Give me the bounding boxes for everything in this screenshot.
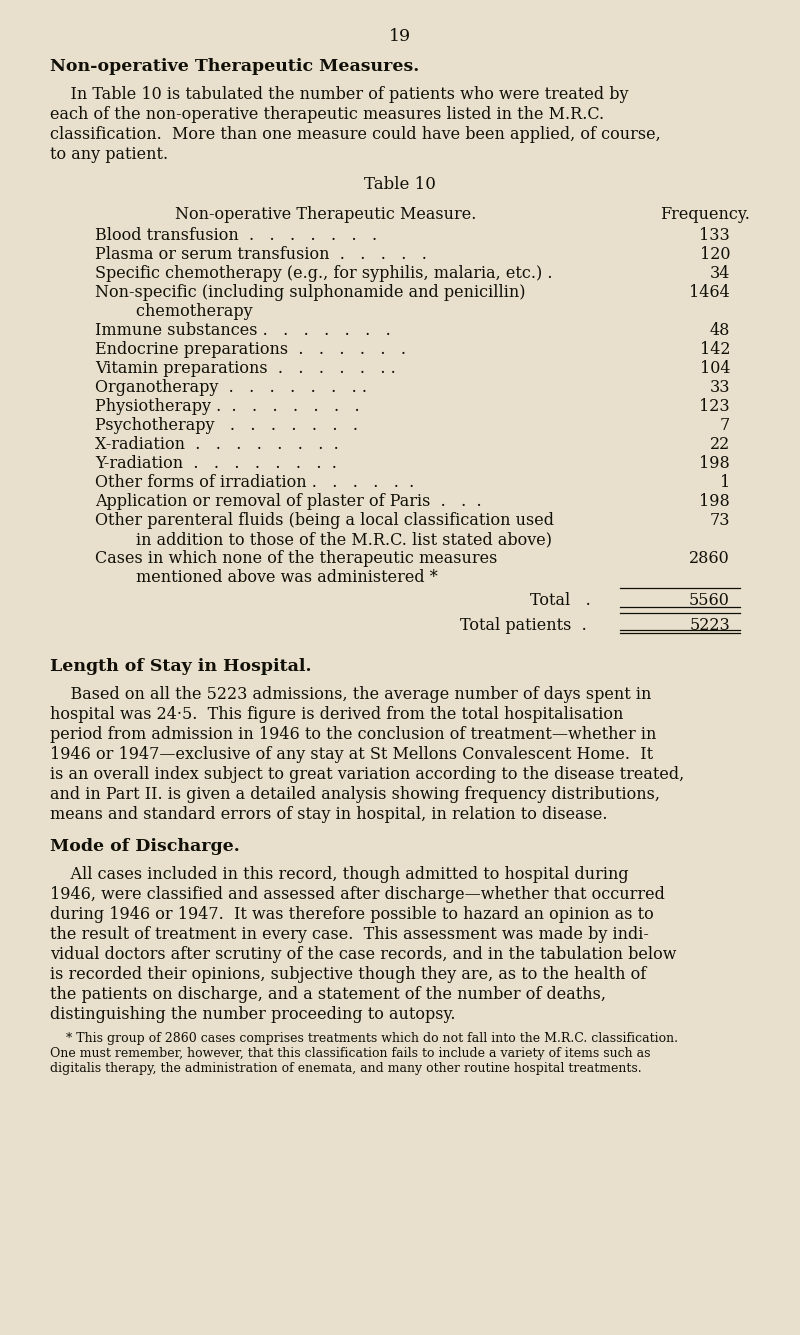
Text: 1464: 1464: [690, 284, 730, 300]
Text: Blood transfusion  .   .   .   .   .   .   .: Blood transfusion . . . . . . .: [95, 227, 377, 244]
Text: classification.  More than one measure could have been applied, of course,: classification. More than one measure co…: [50, 125, 661, 143]
Text: Non-specific (including sulphonamide and penicillin): Non-specific (including sulphonamide and…: [95, 284, 526, 300]
Text: is recorded their opinions, subjective though they are, as to the health of: is recorded their opinions, subjective t…: [50, 967, 646, 983]
Text: during 1946 or 1947.  It was therefore possible to hazard an opinion as to: during 1946 or 1947. It was therefore po…: [50, 906, 654, 922]
Text: 120: 120: [699, 246, 730, 263]
Text: 1946 or 1947—exclusive of any stay at St Mellons Convalescent Home.  It: 1946 or 1947—exclusive of any stay at St…: [50, 746, 653, 764]
Text: chemotherapy: chemotherapy: [95, 303, 253, 320]
Text: 19: 19: [389, 28, 411, 45]
Text: is an overall index subject to great variation according to the disease treated,: is an overall index subject to great var…: [50, 766, 684, 784]
Text: Psychotherapy   .   .   .   .   .   .   .: Psychotherapy . . . . . . .: [95, 417, 358, 434]
Text: 133: 133: [699, 227, 730, 244]
Text: Other parenteral fluids (being a local classification used: Other parenteral fluids (being a local c…: [95, 513, 554, 529]
Text: 1946, were classified and assessed after discharge—whether that occurred: 1946, were classified and assessed after…: [50, 886, 665, 902]
Text: * This group of 2860 cases comprises treatments which do not fall into the M.R.C: * This group of 2860 cases comprises tre…: [50, 1032, 678, 1045]
Text: Plasma or serum transfusion  .   .   .   .   .: Plasma or serum transfusion . . . . .: [95, 246, 427, 263]
Text: the patients on discharge, and a statement of the number of deaths,: the patients on discharge, and a stateme…: [50, 987, 606, 1003]
Text: 7: 7: [720, 417, 730, 434]
Text: In Table 10 is tabulated the number of patients who were treated by: In Table 10 is tabulated the number of p…: [50, 85, 629, 103]
Text: Y-radiation  .   .   .   .   .   .   .  .: Y-radiation . . . . . . . .: [95, 455, 337, 473]
Text: 1: 1: [720, 474, 730, 491]
Text: 198: 198: [699, 455, 730, 473]
Text: Immune substances .   .   .   .   .   .   .: Immune substances . . . . . . .: [95, 322, 390, 339]
Text: 142: 142: [699, 340, 730, 358]
Text: 5560: 5560: [689, 591, 730, 609]
Text: Non-operative Therapeutic Measure.: Non-operative Therapeutic Measure.: [175, 206, 476, 223]
Text: Organotherapy  .   .   .   .   .   .   . .: Organotherapy . . . . . . . .: [95, 379, 367, 396]
Text: Length of Stay in Hospital.: Length of Stay in Hospital.: [50, 658, 311, 676]
Text: 48: 48: [710, 322, 730, 339]
Text: Application or removal of plaster of Paris  .   .  .: Application or removal of plaster of Par…: [95, 493, 482, 510]
Text: the result of treatment in every case.  This assessment was made by indi-: the result of treatment in every case. T…: [50, 926, 649, 943]
Text: Cases in which none of the therapeutic measures: Cases in which none of the therapeutic m…: [95, 550, 498, 567]
Text: means and standard errors of stay in hospital, in relation to disease.: means and standard errors of stay in hos…: [50, 806, 607, 822]
Text: and in Part II. is given a detailed analysis showing frequency distributions,: and in Part II. is given a detailed anal…: [50, 786, 660, 802]
Text: Total patients  .: Total patients .: [460, 617, 586, 634]
Text: period from admission in 1946 to the conclusion of treatment—whether in: period from admission in 1946 to the con…: [50, 726, 656, 744]
Text: hospital was 24·5.  This figure is derived from the total hospitalisation: hospital was 24·5. This figure is derive…: [50, 706, 623, 724]
Text: 34: 34: [710, 266, 730, 282]
Text: All cases included in this record, though admitted to hospital during: All cases included in this record, thoug…: [50, 866, 629, 882]
Text: digitalis therapy, the administration of enemata, and many other routine hospita: digitalis therapy, the administration of…: [50, 1063, 642, 1075]
Text: Total   .: Total .: [530, 591, 590, 609]
Text: 73: 73: [710, 513, 730, 529]
Text: 104: 104: [699, 360, 730, 376]
Text: 22: 22: [710, 437, 730, 453]
Text: to any patient.: to any patient.: [50, 146, 168, 163]
Text: 5223: 5223: [690, 617, 730, 634]
Text: Frequency.: Frequency.: [660, 206, 750, 223]
Text: each of the non-operative therapeutic measures listed in the M.R.C.: each of the non-operative therapeutic me…: [50, 105, 604, 123]
Text: Specific chemotherapy (e.g., for syphilis, malaria, etc.) .: Specific chemotherapy (e.g., for syphili…: [95, 266, 553, 282]
Text: vidual doctors after scrutiny of the case records, and in the tabulation below: vidual doctors after scrutiny of the cas…: [50, 947, 677, 963]
Text: in addition to those of the M.R.C. list stated above): in addition to those of the M.R.C. list …: [95, 531, 552, 547]
Text: X-radiation  .   .   .   .   .   .   .  .: X-radiation . . . . . . . .: [95, 437, 338, 453]
Text: Mode of Discharge.: Mode of Discharge.: [50, 838, 240, 854]
Text: Vitamin preparations  .   .   .   .   .   . .: Vitamin preparations . . . . . . .: [95, 360, 396, 376]
Text: One must remember, however, that this classification fails to include a variety : One must remember, however, that this cl…: [50, 1047, 650, 1060]
Text: Physiotherapy .  .   .   .   .   .   .   .: Physiotherapy . . . . . . . .: [95, 398, 360, 415]
Text: Based on all the 5223 admissions, the average number of days spent in: Based on all the 5223 admissions, the av…: [50, 686, 651, 704]
Text: 198: 198: [699, 493, 730, 510]
Text: 2860: 2860: [690, 550, 730, 567]
Text: Table 10: Table 10: [364, 176, 436, 194]
Text: distinguishing the number proceeding to autopsy.: distinguishing the number proceeding to …: [50, 1007, 455, 1023]
Text: Endocrine preparations  .   .   .   .   .   .: Endocrine preparations . . . . . .: [95, 340, 406, 358]
Text: Non-operative Therapeutic Measures.: Non-operative Therapeutic Measures.: [50, 57, 419, 75]
Text: 123: 123: [699, 398, 730, 415]
Text: mentioned above was administered *: mentioned above was administered *: [95, 569, 438, 586]
Text: 33: 33: [710, 379, 730, 396]
Text: Other forms of irradiation .   .   .   .   .  .: Other forms of irradiation . . . . . .: [95, 474, 414, 491]
